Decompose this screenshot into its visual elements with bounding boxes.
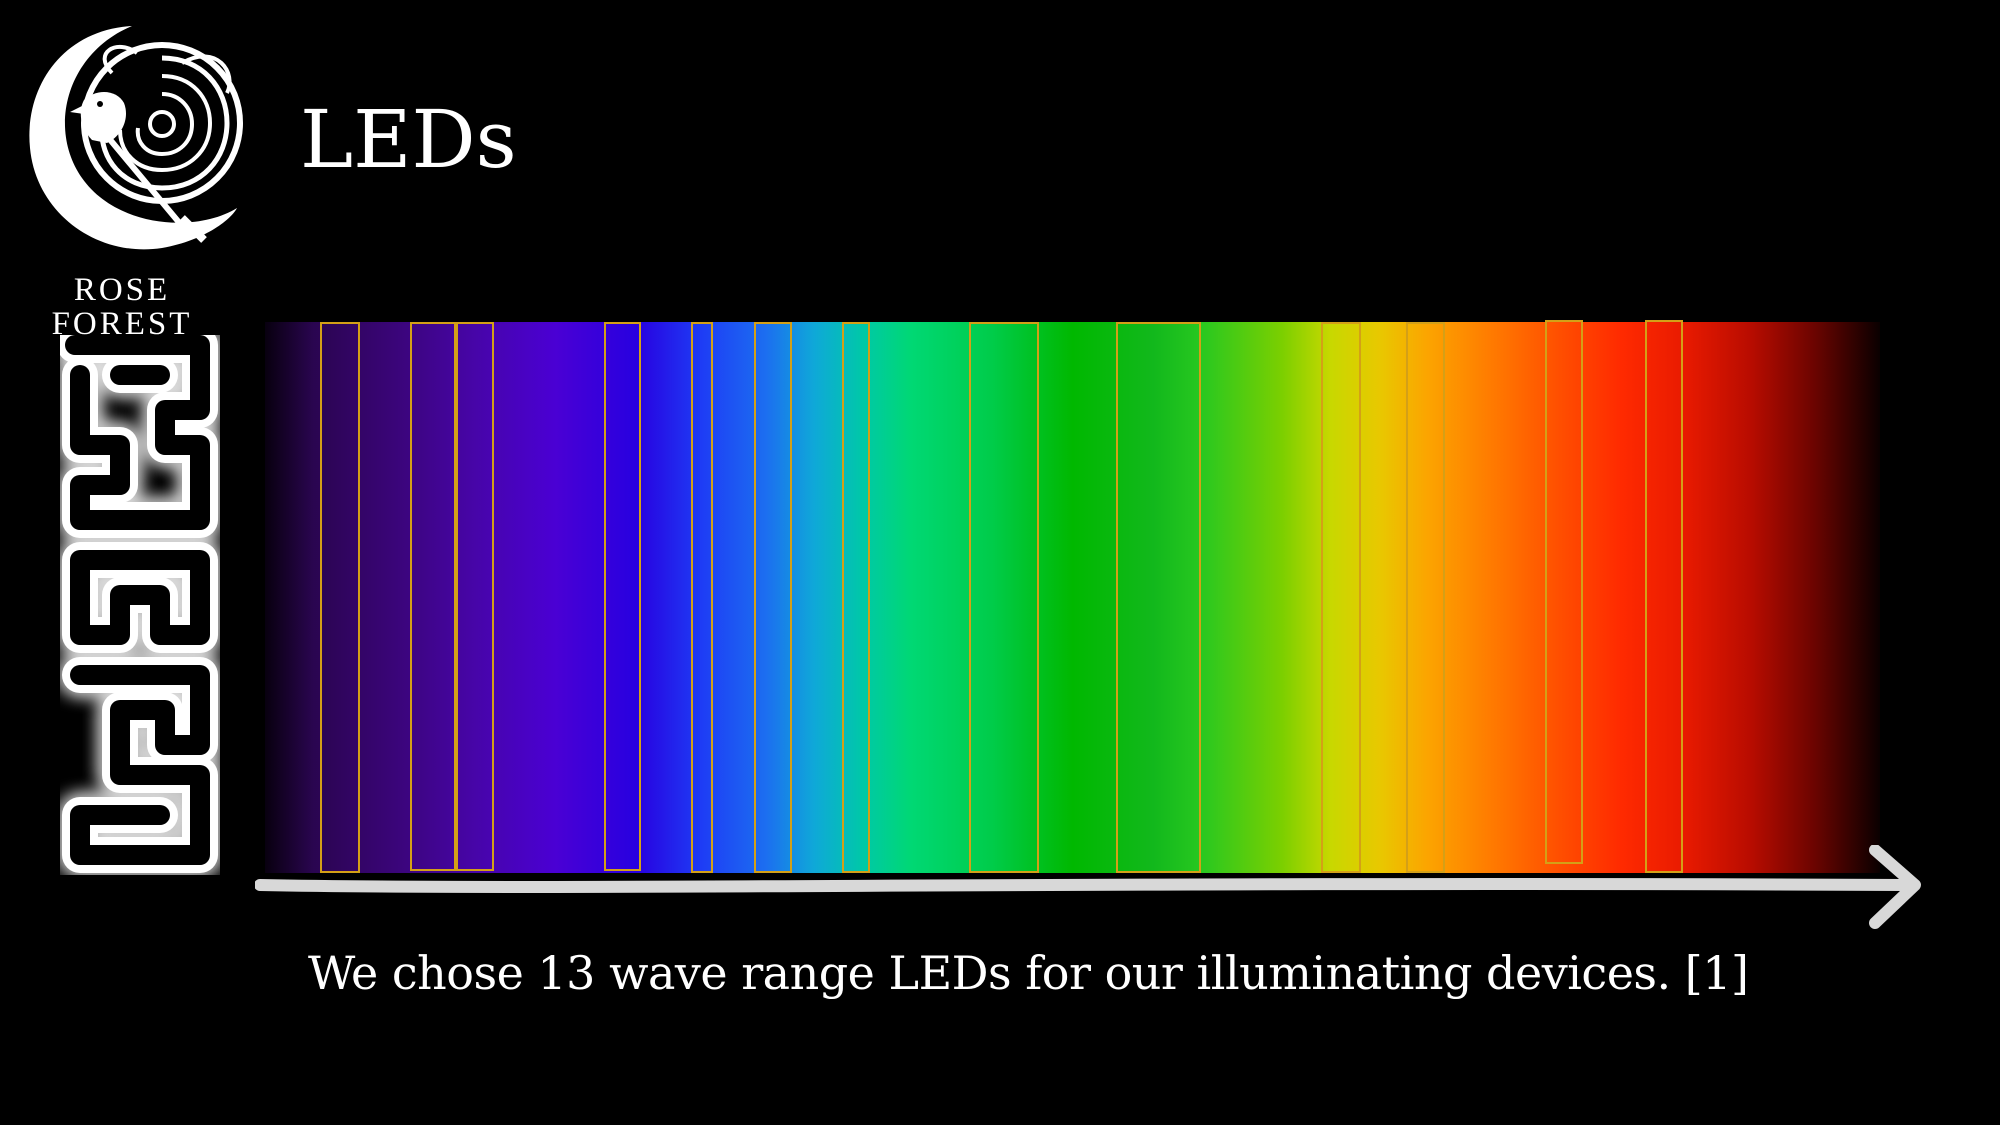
led-band-13 <box>1645 320 1683 873</box>
led-band-7 <box>842 322 870 873</box>
visible-light-spectrum <box>265 320 1880 873</box>
led-band-3 <box>456 322 494 871</box>
led-band-9 <box>1116 322 1201 873</box>
led-band-5 <box>691 322 713 873</box>
led-band-4 <box>604 322 641 871</box>
led-band-1 <box>320 322 360 873</box>
led-band-2 <box>410 322 456 871</box>
interlocking-key-pattern-icon <box>60 335 218 873</box>
led-band-6 <box>754 322 792 873</box>
slide-caption: We chose 13 wave range LEDs for our illu… <box>308 946 1749 1000</box>
rose-forest-logo: ROSE FOREST <box>22 18 252 341</box>
crescent-moon-rose-bird-icon <box>29 26 243 250</box>
led-band-12 <box>1545 320 1583 864</box>
slide-title: LEDs <box>300 93 517 186</box>
logo-name-line1: ROSE <box>73 272 171 308</box>
led-band-10 <box>1321 322 1361 873</box>
led-band-8 <box>969 322 1039 873</box>
logo-wordmark: ROSE FOREST <box>22 273 222 341</box>
arrow-right-icon <box>255 845 1921 929</box>
led-band-11 <box>1406 322 1445 873</box>
